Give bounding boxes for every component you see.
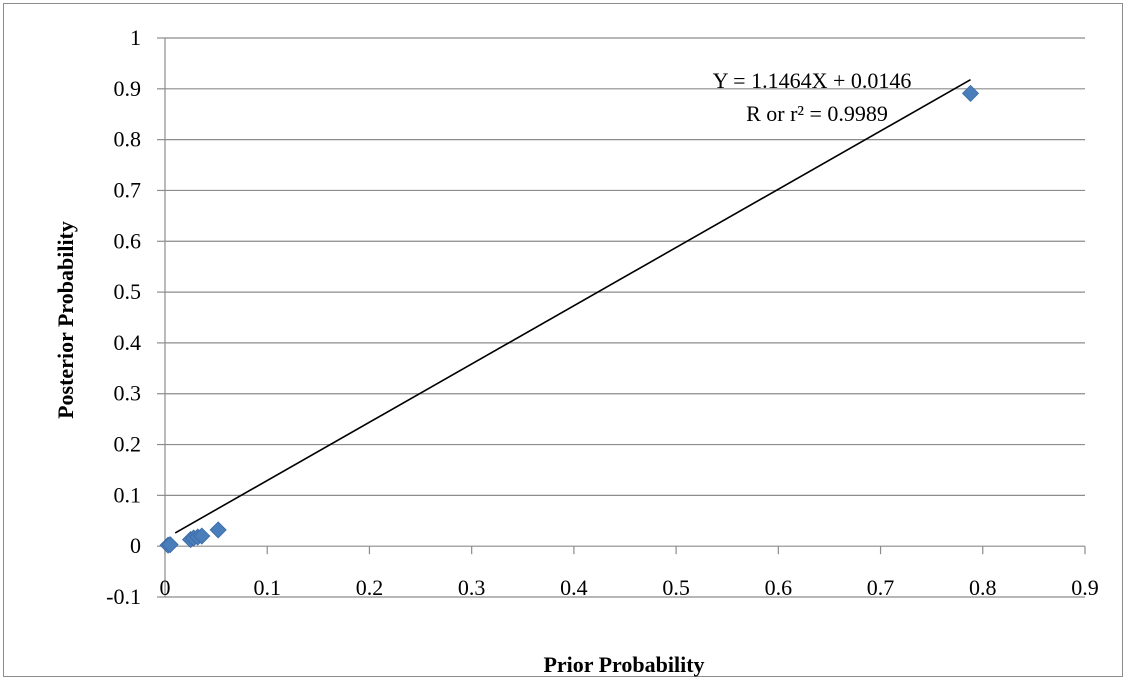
data-point [209, 521, 227, 539]
data-point [961, 84, 980, 102]
y-tick-label: 0.1 [114, 482, 142, 507]
y-tick-label: 0.3 [114, 381, 142, 406]
chart-frame [3, 3, 1123, 677]
y-tick-label: 1 [130, 25, 141, 50]
x-tick-label: 0.6 [765, 575, 793, 600]
x-tick-label: 0.2 [356, 575, 384, 600]
trendline-equation: Y = 1.1464X + 0.0146 [713, 68, 912, 93]
y-tick-label: 0.6 [114, 228, 142, 253]
y-tick-label: 0.9 [114, 76, 142, 101]
y-tick-label: 0.8 [114, 127, 142, 152]
y-axis-title: Posterior Probability [53, 221, 78, 419]
x-tick-label: 0.8 [969, 575, 997, 600]
y-tick-label: -0.1 [106, 584, 141, 609]
data-points [159, 84, 980, 554]
x-tick-label: 0.7 [867, 575, 895, 600]
y-tick-label: 0.7 [114, 177, 142, 202]
y-tick-label: 0.2 [114, 432, 142, 457]
tick-labels: -0.1 0 0.1 0.2 0.3 0.4 0.5 0.6 0.7 0.8 0.9 1 0 0.1 0.2… [106, 25, 1099, 609]
data-point [193, 527, 211, 545]
x-tick-label: 0.5 [662, 575, 690, 600]
data-point [161, 536, 179, 554]
trendline [174, 78, 971, 534]
y-tick-label: 0 [130, 533, 141, 558]
trendline-group [174, 78, 971, 534]
y-tick-label: 0.4 [114, 330, 142, 355]
x-tick-label: 0 [160, 575, 171, 600]
axes [157, 37, 1086, 598]
x-axis-title: Prior Probability [543, 652, 704, 677]
x-tick-label: 0.9 [1071, 575, 1099, 600]
gridlines [165, 37, 1085, 598]
y-tick-label: 0.5 [114, 279, 142, 304]
r-squared-label: R or r² = 0.9989 [746, 101, 888, 126]
x-tick-label: 0.3 [458, 575, 486, 600]
x-tick-label: 0.4 [560, 575, 588, 600]
x-tick-label: 0.1 [253, 575, 281, 600]
